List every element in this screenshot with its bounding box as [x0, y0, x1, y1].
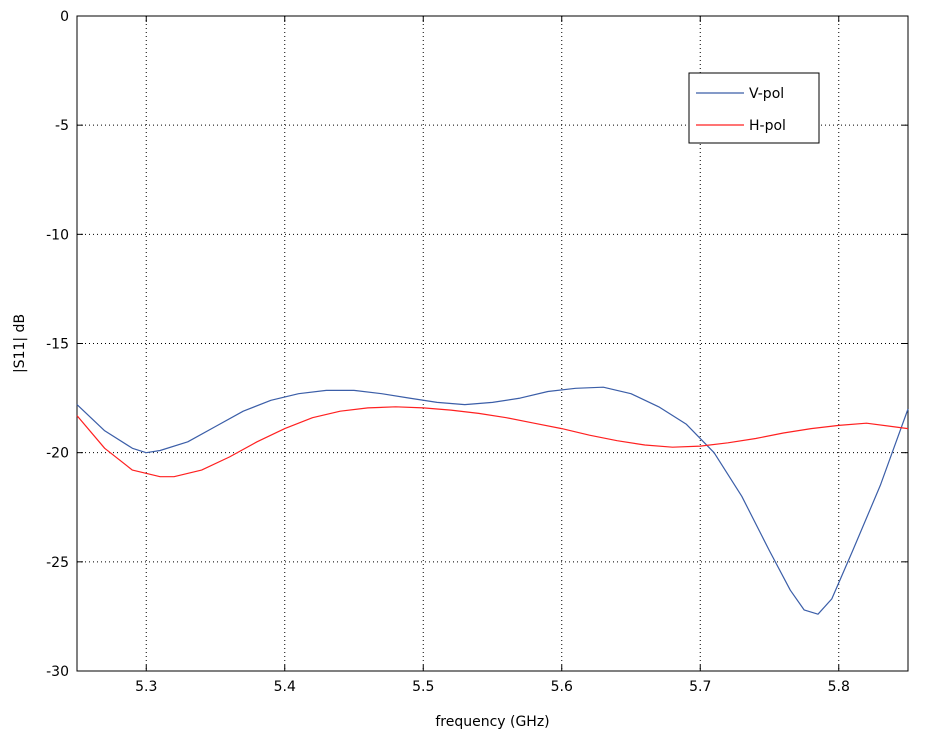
y-tick-label: -10 [46, 227, 69, 243]
y-tick-label: 0 [60, 9, 69, 25]
y-axis-label: |S11| dB [12, 314, 28, 373]
x-tick-label: 5.7 [689, 679, 711, 695]
axis-ticks: 5.3 5.4 5.5 5.6 5.7 5.8 0 -5 -10 -15 -20 -25 -30 [46, 9, 908, 695]
y-tick-label: -20 [46, 446, 69, 462]
x-tick-label: 5.3 [135, 679, 157, 695]
y-tick-label: -30 [46, 664, 69, 680]
legend-label-v-pol: V-pol [749, 86, 784, 102]
legend: V-pol H-pol [688, 72, 820, 144]
y-tick-label: -5 [55, 118, 69, 134]
legend-box [688, 72, 820, 144]
series-line-h-pol [76, 406, 909, 478]
x-axis-label: frequency (GHz) [435, 714, 549, 730]
x-tick-label: 5.8 [828, 679, 850, 695]
x-tick-label: 5.4 [274, 679, 296, 695]
series-line-v-pol [76, 386, 909, 615]
series-lines [76, 386, 909, 615]
x-tick-label: 5.5 [412, 679, 434, 695]
legend-label-h-pol: H-pol [749, 118, 786, 134]
x-tick-label: 5.6 [551, 679, 573, 695]
y-tick-label: -15 [46, 337, 69, 353]
y-tick-label: -25 [46, 555, 69, 571]
